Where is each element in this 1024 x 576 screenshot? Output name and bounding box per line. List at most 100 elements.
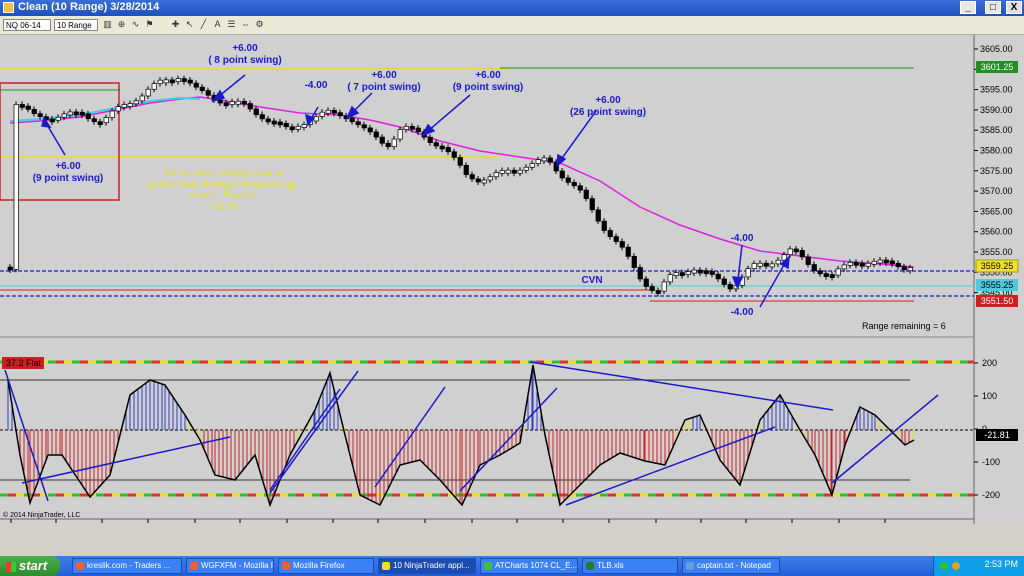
candle-body	[859, 262, 865, 267]
candle-body	[523, 166, 529, 171]
candle-body	[619, 241, 625, 248]
candle-body	[265, 118, 271, 123]
firefox-icon	[282, 562, 290, 570]
candle-body	[697, 269, 703, 274]
candle-body	[115, 106, 121, 112]
candle-body	[667, 274, 673, 283]
chart-area[interactable]: +6.00 (9 point swing) +6.00 ( 8 point sw…	[0, 35, 1024, 534]
candle-body	[475, 178, 481, 183]
candle-body	[601, 220, 607, 231]
candle-body	[295, 125, 301, 130]
candle-body	[223, 102, 229, 107]
task-atcharts[interactable]: ATCharts 1074 CL_E...	[480, 558, 578, 574]
candle-body	[883, 259, 889, 264]
indicator-icon[interactable]: ∿	[131, 19, 140, 29]
strategy-icon[interactable]: ⚑	[145, 19, 154, 29]
properties-icon[interactable]: ☰	[227, 19, 236, 29]
text-tool-icon[interactable]: A	[214, 19, 221, 29]
candle-body	[499, 170, 505, 174]
candle-body	[469, 174, 475, 180]
task-kreslik[interactable]: kreslik.com - Traders ...	[72, 558, 182, 574]
task-ninjatrader[interactable]: 10 NinjaTrader appl...	[378, 558, 476, 574]
candle-body	[529, 163, 535, 168]
line-tool-icon[interactable]: ╱	[200, 19, 207, 29]
opening-range-box	[0, 82, 120, 201]
candle-body	[763, 262, 769, 267]
candle-body	[541, 157, 547, 162]
candle-body	[169, 79, 175, 84]
instrument-dropdown[interactable]: NQ 06-14	[3, 19, 51, 31]
price-tick-label: 3565.00	[980, 206, 1013, 216]
period-dropdown[interactable]: 10 Range	[54, 19, 98, 31]
candle-body	[229, 101, 235, 105]
candle-body	[571, 181, 577, 187]
candle-body	[871, 260, 877, 265]
scroll-icon[interactable]: ⇔	[241, 19, 250, 29]
annotation-2-line2: ( 8 point swing)	[208, 55, 281, 66]
price-tick-label: 3560.00	[980, 227, 1013, 237]
close-button[interactable]: X	[1006, 1, 1022, 14]
candle-body	[379, 136, 385, 144]
candle-body	[769, 263, 775, 268]
candle-body	[673, 272, 679, 276]
maximize-button[interactable]: □	[985, 1, 1001, 14]
candle-body	[235, 100, 241, 105]
candle-body	[61, 113, 67, 118]
price-tick-label: 3545.00	[980, 288, 1013, 298]
candle-body	[805, 256, 811, 265]
candle-body	[85, 113, 91, 120]
candle-body	[505, 169, 511, 174]
candle-body	[433, 142, 439, 147]
zoom-icon[interactable]: ⊕	[117, 19, 126, 29]
crosshair-icon[interactable]: ✚	[171, 19, 180, 29]
candle-body	[493, 172, 499, 178]
candle-body	[91, 118, 97, 123]
annotation-6-line2: (26 point swing)	[570, 107, 646, 118]
candle-body	[253, 108, 259, 116]
candle-body	[745, 268, 751, 278]
candle-body	[787, 248, 793, 255]
tray-network-icon[interactable]	[940, 562, 948, 570]
price-tick-label: 3555.00	[980, 247, 1013, 257]
indicator-badge: 37.2 Flat	[6, 358, 42, 368]
price-tick-label: 3595.00	[980, 85, 1013, 95]
price-tick-label: 3580.00	[980, 146, 1013, 156]
cursor-icon[interactable]: ↖	[185, 19, 194, 29]
tray-volume-icon[interactable]	[952, 562, 960, 570]
candle-body	[157, 79, 163, 84]
candle-body	[607, 230, 613, 237]
candle-body	[355, 121, 361, 126]
candle-body	[289, 126, 295, 131]
candle-body	[637, 267, 643, 280]
indicator-badge-bg	[2, 357, 44, 369]
candle-body	[139, 95, 145, 102]
candle-body	[865, 262, 871, 267]
minimize-button[interactable]: _	[960, 1, 976, 14]
task-tlb-xls[interactable]: TLB.xls	[582, 558, 678, 574]
candle-body	[361, 124, 367, 129]
candle-body	[589, 198, 595, 211]
bar-type-icon[interactable]: ▥	[103, 19, 112, 29]
candle-body	[7, 266, 13, 271]
task-wgfxfm[interactable]: WGFXFM - Mozilla Fir...	[186, 558, 274, 574]
candle-body	[901, 266, 907, 271]
candle-body	[685, 271, 691, 275]
candle-body	[319, 111, 325, 117]
start-button[interactable]: start	[0, 556, 60, 576]
candle-body	[241, 100, 247, 105]
indicator-tick-label: 200	[982, 358, 997, 368]
task-firefox[interactable]: Mozilla Firefox	[278, 558, 374, 574]
candle-body	[337, 112, 343, 117]
task-notepad[interactable]: captain.txt - Notepad	[682, 558, 780, 574]
price-tick-label: 3590.00	[980, 105, 1013, 115]
settings-icon[interactable]: ⚙	[255, 19, 264, 29]
candle-body	[835, 268, 841, 276]
annotation-3: -4.00	[305, 80, 328, 91]
indicator-tick-label: -100	[982, 457, 1000, 467]
annotation-5-line2: (9 point swing)	[453, 82, 524, 93]
annotation-4-line1: +6.00	[371, 70, 397, 81]
annotation-7: -4.00	[731, 233, 754, 244]
candle-body	[133, 100, 139, 105]
candle-body	[445, 147, 451, 153]
firefox-icon	[76, 562, 84, 570]
